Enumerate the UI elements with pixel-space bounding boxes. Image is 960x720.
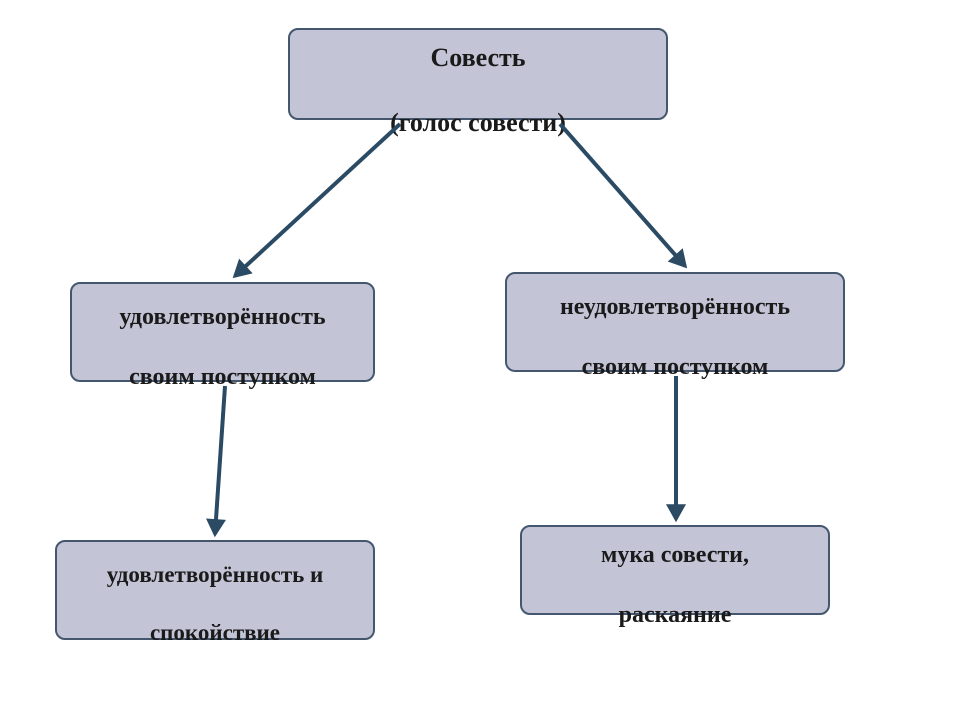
node-left-bottom-line2: спокойствие <box>150 620 280 645</box>
node-left-mid-line1: удовлетворённость <box>119 304 325 330</box>
node-left-mid-line2: своим поступком <box>129 364 316 390</box>
node-left-bottom: удовлетворённость и спокойствие <box>55 540 375 640</box>
node-right-mid-line2: своим поступком <box>582 354 769 380</box>
node-root-line1: Совесть <box>430 43 525 72</box>
edge-root-right_mid <box>560 124 685 266</box>
node-left-bottom-line1: удовлетворённость и <box>107 562 324 587</box>
node-right-bottom: мука совести, раскаяние <box>520 525 830 615</box>
node-root-line2: (голос совести) <box>390 108 566 137</box>
node-root: Совесть (голос совести) <box>288 28 668 120</box>
node-left-mid: удовлетворённость своим поступком <box>70 282 375 382</box>
node-right-bottom-line2: раскаяние <box>619 602 732 628</box>
edge-root-left_mid <box>235 124 400 276</box>
node-right-bottom-line1: мука совести, <box>601 542 749 568</box>
node-right-mid: неудовлетворённость своим поступком <box>505 272 845 372</box>
edge-left_mid-left_bottom <box>215 386 225 534</box>
node-right-mid-line1: неудовлетворённость <box>560 294 790 320</box>
